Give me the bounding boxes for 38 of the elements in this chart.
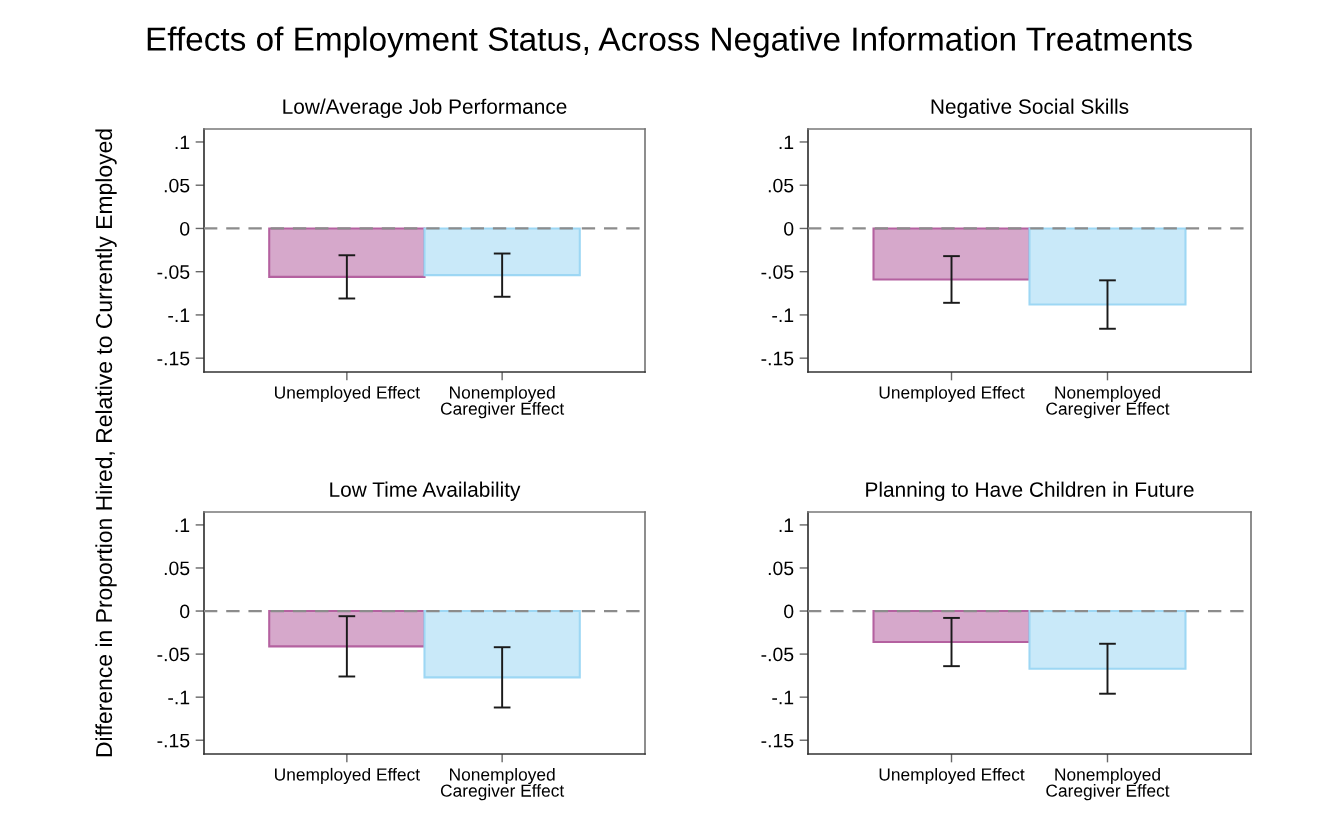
y-tick-label: -.15	[157, 351, 190, 366]
y-tick-label: -.05	[761, 265, 794, 279]
y-tick-label: .05	[768, 178, 794, 193]
chart-title: Negative Social Skills	[931, 98, 1129, 119]
y-tick-label: .1	[175, 518, 190, 532]
y-tick-label: 0	[180, 221, 190, 236]
y-tick-label: .1	[779, 518, 794, 532]
y-tick-label: 0	[784, 604, 794, 619]
y-tick-label: 0	[180, 604, 190, 619]
x-tick-label: Nonemployed Caregiver Effect	[440, 385, 565, 419]
x-tick-label: Unemployed Effect	[275, 767, 420, 785]
y-tick-label: -.1	[772, 308, 794, 322]
y-tick-label: -.1	[168, 690, 190, 705]
y-tick-label: -.15	[761, 733, 794, 748]
y-tick-label: .05	[164, 178, 190, 193]
x-tick-label: Nonemployed Caregiver Effect	[440, 767, 565, 801]
y-tick-label: -.1	[772, 690, 794, 705]
y-tick-label: .1	[779, 135, 794, 150]
y-tick-label: -.05	[157, 647, 190, 662]
y-tick-label: -.05	[761, 647, 794, 662]
y-tick-label: -.1	[168, 308, 190, 322]
chart-title: Low Time Availability	[330, 481, 521, 502]
y-tick-label: -.15	[761, 351, 794, 366]
x-tick-label: Unemployed Effect	[275, 385, 420, 403]
text: Effects of Employment Status, Across Negative Information Treatments	[147, 26, 1192, 58]
x-tick-label: Nonemployed Caregiver Effect	[1046, 385, 1170, 419]
x-tick-label: Unemployed Effect	[879, 385, 1025, 403]
y-tick-label: -.05	[157, 265, 190, 279]
y-tick-label: -.15	[157, 733, 190, 748]
x-tick-label: Nonemployed Caregiver Effect	[1046, 767, 1170, 801]
y-tick-label: .05	[164, 561, 190, 576]
y-axis-title: Difference in Proportion Hired, Relative to Currently Employed	[95, 129, 117, 757]
x-tick-label: Unemployed Effect	[879, 767, 1025, 785]
chart-title: Planning to Have Children in Future	[866, 481, 1194, 502]
chart-title: Low/Average Job Performance	[283, 98, 567, 119]
y-tick-label: .1	[175, 135, 190, 150]
y-tick-label: .05	[768, 561, 794, 576]
y-tick-label: 0	[784, 221, 794, 236]
